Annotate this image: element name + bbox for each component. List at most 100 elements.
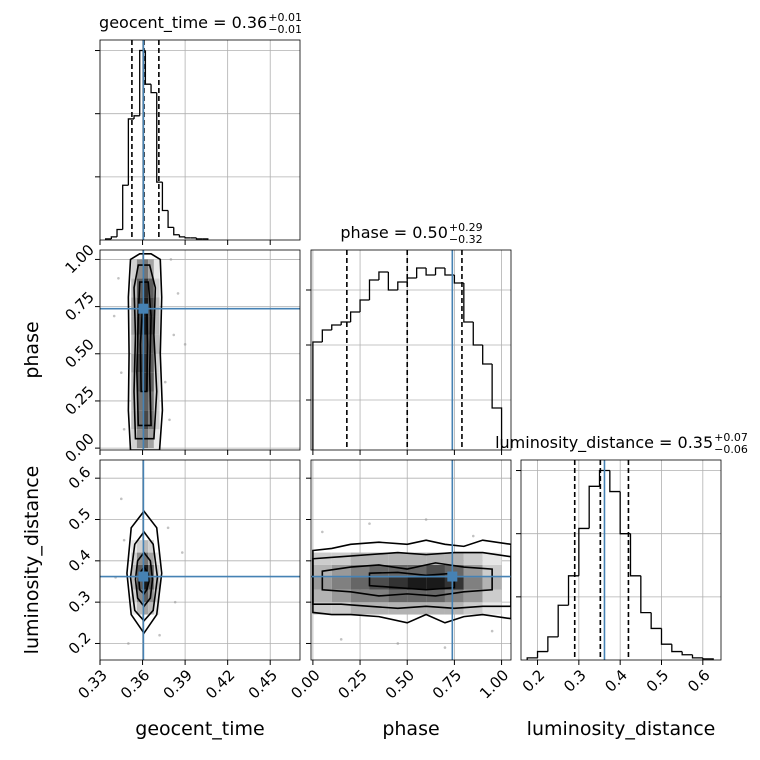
hist-step: [116, 228, 123, 237]
density-cell: [388, 552, 408, 565]
density-cell: [407, 602, 427, 615]
hist-step: [578, 527, 590, 576]
density-cell: [153, 316, 160, 335]
density-cell: [153, 589, 160, 603]
hist-step: [340, 321, 351, 325]
axes-frame: [310, 249, 512, 451]
hist-step: [557, 604, 569, 637]
density-cell: [131, 334, 137, 354]
x-tick-label: 0.45: [245, 666, 281, 702]
hist-step: [482, 345, 493, 365]
hist-step: [150, 84, 157, 94]
title-plus: +0.07: [714, 431, 748, 444]
sample-point: [169, 258, 173, 261]
truth-marker: [138, 303, 149, 314]
density-cell: [153, 278, 160, 298]
density-cell: [136, 410, 143, 430]
y-tick-label: 0.5: [65, 504, 95, 534]
sample-point: [424, 518, 428, 521]
hist-step: [691, 654, 703, 659]
density-cell: [148, 552, 154, 565]
hist-step: [609, 470, 621, 493]
density-cell: [388, 589, 408, 603]
panel-title: luminosity_distance = 0.35: [495, 433, 713, 453]
density-cell: [142, 372, 149, 392]
x-tick-label: 0.00: [287, 666, 323, 702]
x-tick-label: 0.33: [74, 666, 110, 702]
x-tick-label: 0.42: [202, 666, 238, 702]
sample-point: [168, 418, 171, 422]
sample-point: [112, 314, 116, 318]
density-cell: [153, 429, 160, 449]
contour: [136, 281, 152, 427]
y-axis-label: phase: [21, 321, 43, 378]
x-tick-label: 0.4: [601, 666, 631, 696]
density-cell: [153, 410, 160, 430]
hist-step: [133, 115, 140, 119]
sample-point: [173, 600, 177, 604]
hist-step: [195, 237, 203, 240]
title-minus: −0.32: [449, 233, 483, 246]
axes-frame: [99, 249, 301, 451]
hist-step: [416, 267, 427, 278]
sample-point: [172, 333, 176, 337]
hist-step: [127, 118, 135, 186]
hist-step: [640, 575, 652, 614]
sample-point: [127, 642, 130, 645]
density-cell: [331, 552, 351, 565]
histogram: [312, 267, 503, 450]
hist-step: [444, 268, 455, 276]
contour: [127, 252, 164, 450]
density-cell: [131, 552, 137, 565]
hist-step: [491, 364, 503, 450]
density-cell: [142, 410, 149, 430]
density-cell: [444, 552, 464, 565]
x-tick-label: 0.3: [560, 666, 590, 696]
x-tick-label: 0.39: [160, 666, 196, 702]
x-axis-label: phase: [382, 718, 439, 740]
contour: [133, 264, 158, 440]
density-cell: [312, 589, 332, 603]
hist-step: [144, 50, 152, 85]
sample-point: [471, 534, 475, 538]
hist-step: [331, 324, 342, 330]
hist-step: [463, 283, 474, 323]
x-axis-label: luminosity_distance: [527, 718, 716, 740]
sample-point: [490, 629, 494, 633]
density-cell: [463, 602, 483, 615]
contour: [321, 562, 493, 597]
y-tick-label: 1.00: [61, 241, 97, 277]
title-minus: −0.06: [714, 443, 748, 456]
y-tick-label: 0.25: [61, 382, 97, 418]
density-cell: [350, 577, 370, 590]
density-cell: [142, 316, 149, 335]
y-tick-label: 0.6: [65, 463, 95, 493]
hist-step: [359, 299, 370, 312]
density-cell: [131, 589, 137, 603]
y-tick-label: 0.50: [61, 335, 97, 371]
density-cell: [312, 602, 332, 615]
x-tick-label: 0.36: [117, 666, 153, 702]
density-cell: [153, 334, 160, 354]
contour: [312, 539, 511, 624]
density-cell: [131, 316, 137, 335]
x-tick-label: 0.5: [643, 666, 673, 696]
sample-point: [396, 642, 400, 645]
hist-step: [425, 268, 436, 276]
density-cell: [136, 259, 143, 279]
sample-point: [119, 371, 123, 374]
density-cell: [148, 602, 154, 615]
sample-point: [321, 530, 324, 534]
hist-step: [472, 322, 483, 346]
hist-step: [671, 644, 683, 653]
hist-step: [681, 651, 693, 656]
y-tick-label: 0.00: [61, 430, 97, 466]
density-cell: [142, 589, 149, 603]
density-cell: [369, 552, 389, 565]
density-cell: [148, 372, 154, 392]
density-cell: [482, 552, 502, 565]
x-tick-label: 1.00: [476, 666, 512, 702]
hist-step: [122, 184, 129, 230]
density-cell: [369, 602, 389, 615]
density-cell: [136, 316, 143, 335]
